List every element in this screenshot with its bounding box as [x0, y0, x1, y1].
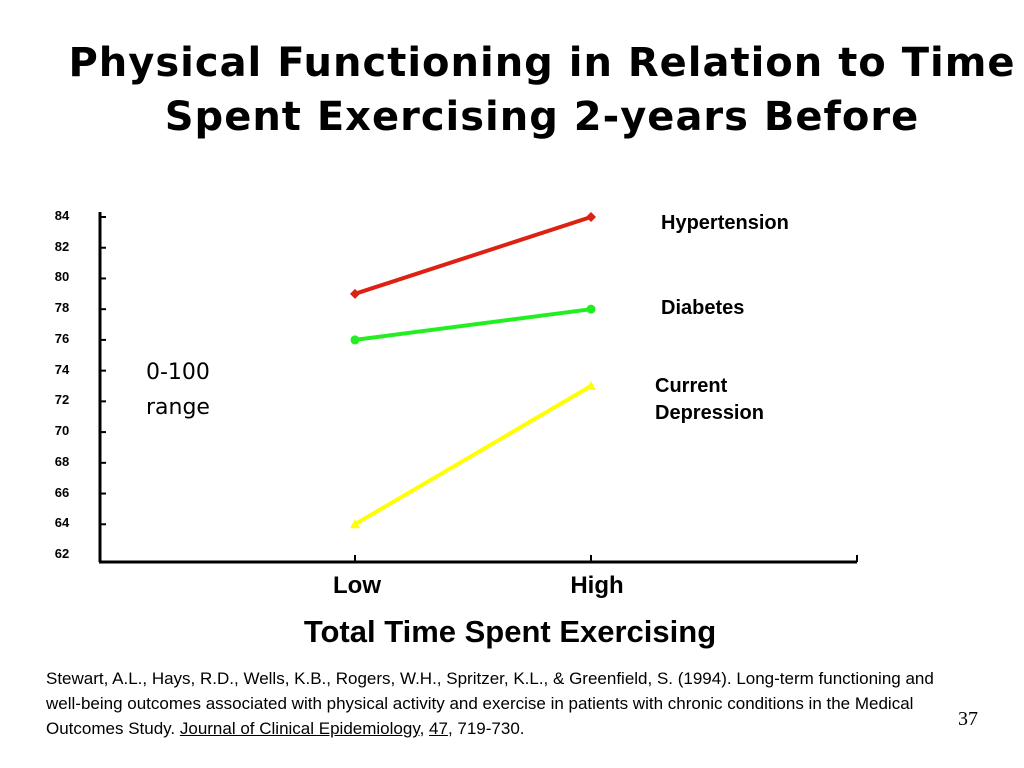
y-tick-label-76: 76 [54, 330, 70, 346]
data-point-current-depression-high [586, 381, 596, 390]
series-line-current-depression [353, 384, 593, 527]
range-note-line-1: 0-100 [146, 360, 210, 385]
x-axis-title: Total Time Spent Exercising [303, 614, 717, 649]
y-tick-label-70: 70 [54, 423, 70, 439]
chart-series [350, 212, 596, 529]
citation-separator: , [419, 719, 430, 738]
y-tick-label-74: 74 [54, 361, 70, 377]
y-tick-label-80: 80 [54, 269, 70, 285]
data-point-current-depression-low [350, 519, 360, 529]
series-line-hypertension [353, 215, 593, 296]
x-category-label-low: Low [333, 572, 381, 599]
data-point-hypertension-low [350, 288, 360, 299]
y-tick-label-68: 68 [54, 453, 70, 469]
page-number: 37 [958, 708, 978, 730]
chart-axes [98, 212, 858, 564]
y-tick-label-64: 64 [54, 515, 70, 531]
slide-title-line-1: Physical Functioning in Relation to Time [68, 40, 1016, 86]
y-tick-label-84: 84 [54, 208, 70, 223]
x-category-label-high: High [570, 572, 624, 599]
citation-journal: Journal of Clinical Epidemiology [179, 719, 420, 738]
series-label-hypertension: Hypertension [661, 212, 789, 234]
citation-text: Stewart, A.L., Hays, R.D., Wells, K.B., … [46, 669, 934, 738]
data-point-hypertension-high [586, 212, 596, 222]
range-note-line-2: range [146, 395, 210, 420]
y-tick-label-62: 62 [54, 546, 70, 561]
citation-pages: , 719-730. [447, 719, 525, 738]
y-tick-label-72: 72 [54, 392, 70, 408]
series-line-diabetes [353, 307, 593, 342]
series-label-depression-line-2: Depression [655, 402, 764, 424]
series-label-depression-line-1: Current [655, 375, 728, 397]
data-point-diabetes-low [350, 335, 360, 345]
citation-volume: 47 [429, 719, 448, 738]
slide-title-line-2: Spent Exercising 2-years Before [164, 94, 920, 140]
y-tick-label-82: 82 [54, 238, 70, 254]
y-tick-label-78: 78 [54, 300, 70, 316]
series-label-diabetes: Diabetes [661, 297, 745, 319]
y-tick-label-66: 66 [54, 484, 70, 500]
data-point-diabetes-high [586, 304, 596, 314]
citation: Stewart, A.L., Hays, R.D., Wells, K.B., … [46, 666, 966, 741]
